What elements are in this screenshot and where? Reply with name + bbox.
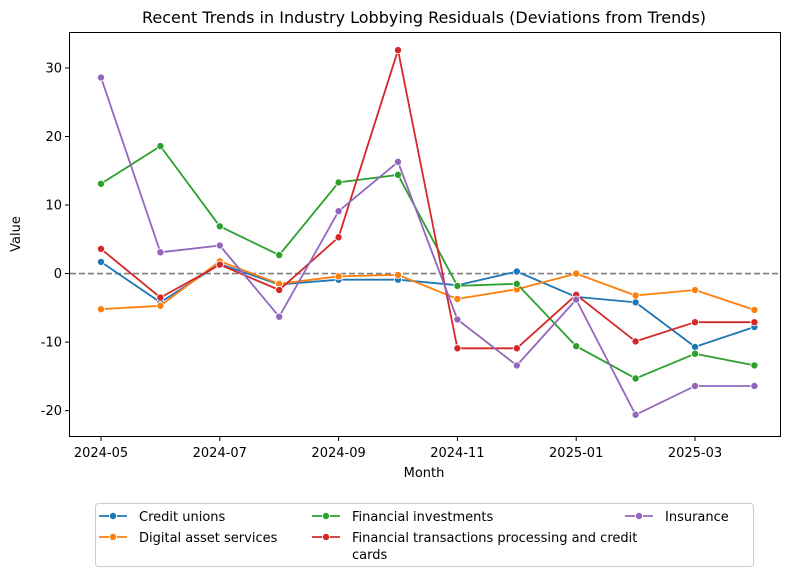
data-point <box>393 270 402 279</box>
legend-item: Insurance <box>625 510 729 525</box>
series-0 <box>97 257 759 351</box>
data-point <box>334 233 343 242</box>
data-point <box>512 279 521 288</box>
data-point <box>453 344 462 353</box>
data-point <box>512 344 521 353</box>
y-axis-label: Value <box>9 216 24 252</box>
data-point <box>215 241 224 250</box>
data-point <box>750 305 759 314</box>
legend-marker <box>321 512 330 521</box>
legend-label: Financial transactions processing and cr… <box>352 531 637 563</box>
legend-marker <box>635 512 644 521</box>
legend-item: Digital asset services <box>99 531 278 546</box>
x-tick-label: 2025-03 <box>668 446 722 461</box>
data-point <box>631 374 640 383</box>
data-point <box>691 349 700 358</box>
data-point <box>156 248 165 257</box>
data-point <box>453 281 462 290</box>
legend-label: Insurance <box>665 510 729 525</box>
data-point <box>334 272 343 281</box>
data-point <box>393 170 402 179</box>
data-point <box>275 251 284 260</box>
data-point <box>572 342 581 351</box>
data-point <box>572 295 581 304</box>
legend-label: Financial investments <box>352 510 493 525</box>
data-point <box>750 381 759 390</box>
plot-area <box>70 46 780 419</box>
data-point <box>512 361 521 370</box>
data-point <box>156 293 165 302</box>
y-tick-label: -10 <box>41 336 62 351</box>
data-point <box>631 410 640 419</box>
y-axis-ticks: -20 -10 0 10 20 30 <box>41 61 70 419</box>
series-line <box>100 260 755 311</box>
legend-box <box>95 503 754 567</box>
x-tick-label: 2024-05 <box>74 446 128 461</box>
data-point <box>631 291 640 300</box>
y-tick-label: 10 <box>45 199 62 214</box>
y-tick-label: 20 <box>45 130 62 145</box>
data-point <box>275 312 284 321</box>
data-point <box>691 342 700 351</box>
data-point <box>631 298 640 307</box>
data-point <box>97 257 106 266</box>
data-point <box>631 337 640 346</box>
y-tick-label: 0 <box>54 267 62 282</box>
data-point <box>97 73 106 82</box>
legend-item: Credit unions <box>99 510 226 525</box>
y-tick-label: 30 <box>45 61 62 76</box>
data-point <box>572 269 581 278</box>
legend-item: Financial transactions processing and cr… <box>312 531 637 563</box>
data-point <box>275 286 284 295</box>
data-point <box>691 286 700 295</box>
data-point <box>97 305 106 314</box>
data-point <box>334 178 343 187</box>
series-1 <box>97 257 759 314</box>
data-point <box>156 301 165 310</box>
data-point <box>453 315 462 324</box>
series-4 <box>97 73 759 419</box>
legend-label: Digital asset services <box>139 531 278 546</box>
data-point <box>393 157 402 166</box>
series-line <box>100 145 755 380</box>
series-line <box>100 77 755 416</box>
data-point <box>453 294 462 303</box>
legend-marker <box>109 533 118 542</box>
series-2 <box>97 142 759 383</box>
x-tick-label: 2024-07 <box>193 446 247 461</box>
plot-frame <box>69 32 781 437</box>
data-point <box>512 267 521 276</box>
legend: Credit unions Digital asset services Finan… <box>95 503 754 567</box>
legend-item: Financial investments <box>312 510 493 525</box>
legend-marker <box>109 512 118 521</box>
data-point <box>97 179 106 188</box>
series-line <box>100 49 755 350</box>
data-point <box>691 381 700 390</box>
x-tick-label: 2025-01 <box>549 446 603 461</box>
data-point <box>750 318 759 327</box>
data-point <box>97 244 106 253</box>
data-point <box>215 260 224 269</box>
x-axis-label: Month <box>404 466 445 481</box>
data-point <box>393 46 402 55</box>
data-point <box>215 222 224 231</box>
x-tick-label: 2024-09 <box>311 446 365 461</box>
series-3 <box>97 46 759 353</box>
chart-title: Recent Trends in Industry Lobbying Resid… <box>142 8 706 27</box>
y-tick-label: -20 <box>41 404 62 419</box>
data-point <box>691 318 700 327</box>
legend-label: Credit unions <box>139 510 226 525</box>
x-tick-label: 2024-11 <box>430 446 484 461</box>
data-point <box>156 142 165 151</box>
data-point <box>750 361 759 370</box>
x-axis-ticks: 2024-05 2024-07 2024-09 2024-11 2025-01 2025-… <box>74 436 722 461</box>
data-point <box>334 207 343 216</box>
legend-marker <box>321 533 330 542</box>
